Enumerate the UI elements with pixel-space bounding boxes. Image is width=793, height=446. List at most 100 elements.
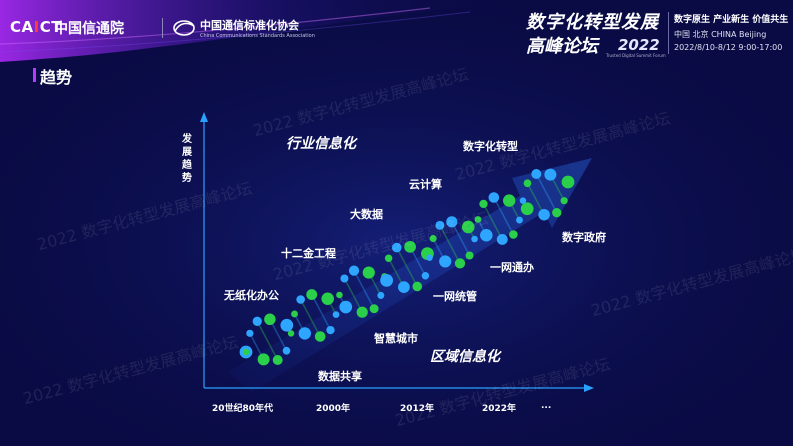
x-tick-1: 2000年 [316, 404, 351, 414]
helix-node [439, 255, 452, 268]
helix-rung [299, 299, 321, 337]
section-title: 趋势 [40, 68, 73, 87]
helix-node [272, 355, 283, 365]
helix-node [446, 216, 458, 228]
x-tick-3: 2022年 [482, 404, 517, 414]
helix-node [332, 311, 340, 318]
dna-helix [239, 168, 575, 366]
axes [200, 112, 594, 392]
helix-node [356, 306, 368, 318]
helix-node [509, 230, 518, 239]
helix-node [474, 216, 482, 223]
helix-node [480, 228, 493, 242]
helix-node [326, 325, 335, 335]
helix-rung [269, 318, 288, 352]
milestone-upper-0: 无纸化办公 [224, 289, 279, 302]
helix-node [287, 330, 295, 337]
helix-node [242, 348, 250, 356]
helix-rung [396, 247, 418, 287]
helix-node [246, 329, 254, 337]
forum-title-line1: 数字化转型发展 [526, 12, 659, 33]
helix-node [523, 179, 532, 188]
y-axis-label: 发展趋势 [182, 134, 192, 184]
helix-node [280, 318, 294, 332]
helix-node [282, 346, 291, 355]
era-bottom-label: 区域信息化 [430, 349, 500, 365]
helix-rung [493, 197, 515, 235]
helix-node [257, 353, 270, 366]
forum-year: 2022 [618, 36, 660, 54]
helix-node [384, 254, 393, 262]
helix-node [369, 304, 379, 314]
helix-node [454, 258, 466, 269]
helix-rung [535, 173, 558, 214]
title-accent-bar [33, 68, 36, 82]
helix-node [516, 216, 523, 224]
helix-node [465, 251, 474, 260]
helix-rung [439, 224, 461, 264]
helix-node [412, 281, 423, 292]
helix-node [561, 175, 575, 189]
milestone-upper-4: 数字化转型 [463, 140, 518, 153]
ccsa-name-cn: 中国通信标准化协会 [200, 19, 299, 32]
helix-rung [353, 270, 375, 310]
helix-node [252, 316, 262, 326]
forum-title-line2: 高峰论坛 [526, 36, 598, 57]
helix-node [404, 241, 416, 253]
forum-divider [668, 12, 669, 54]
forum-subtitle-en: Trusted Digital Summit Forum [606, 53, 666, 58]
ccsa-name-en: China Communications Standards Associati… [200, 33, 315, 39]
milestone-lower-0: 数据共享 [318, 370, 362, 383]
helix-node [488, 192, 500, 203]
helix-rung [451, 221, 471, 256]
helix-node [471, 235, 478, 243]
logo-divider [162, 18, 163, 38]
helix-node [348, 265, 360, 276]
helix-rung [526, 182, 545, 216]
forum-location: 中国 北京 CHINA Beijing [674, 30, 767, 39]
forum-slogan: 数字原生 产业新生 价值共生 [674, 15, 789, 25]
x-tick-2: 2012年 [400, 404, 435, 414]
helix-rung [482, 203, 503, 240]
helix-rung [343, 278, 363, 313]
helix-node [314, 331, 326, 342]
helix-node [544, 168, 557, 181]
helix-node [461, 220, 475, 234]
helix-rung [311, 294, 332, 331]
helix-node [520, 202, 534, 216]
helix-node [264, 313, 276, 326]
helix-node [296, 295, 305, 304]
helix-node [336, 291, 343, 299]
helix-node [321, 292, 334, 306]
helix-node [380, 273, 393, 287]
x-tick-4: ... [541, 401, 552, 411]
caict-logo: CAICT [10, 18, 62, 36]
x-tick-0: 20世纪80年代 [212, 404, 274, 414]
helix-node [435, 220, 445, 230]
milestone-lower-2: 一网统管 [433, 290, 477, 303]
helix-node [340, 274, 349, 283]
forum-dates: 2022/8/10-8/12 9:00-17:00 [674, 43, 783, 52]
helix-node [479, 199, 488, 209]
helix-node [339, 300, 353, 314]
milestone-lower-1: 智慧城市 [374, 332, 418, 345]
helix-node [496, 233, 508, 245]
era-top-label: 行业信息化 [286, 136, 356, 152]
helix-node [398, 281, 410, 293]
helix-rung [256, 320, 279, 361]
milestone-upper-3: 云计算 [409, 178, 442, 191]
ccsa-logo-icon [173, 20, 195, 36]
helix-node [391, 242, 402, 253]
helix-node [531, 169, 542, 179]
helix-node [298, 327, 311, 340]
helix-node [362, 266, 375, 279]
milestone-upper-1: 十二金工程 [281, 247, 336, 260]
helix-node [377, 291, 385, 299]
helix-node [429, 235, 437, 243]
milestone-lower-3: 一网通办 [490, 261, 534, 274]
helix-node [306, 289, 318, 301]
helix-node [426, 254, 433, 261]
helix-node [421, 272, 430, 280]
helix-node [291, 310, 298, 318]
